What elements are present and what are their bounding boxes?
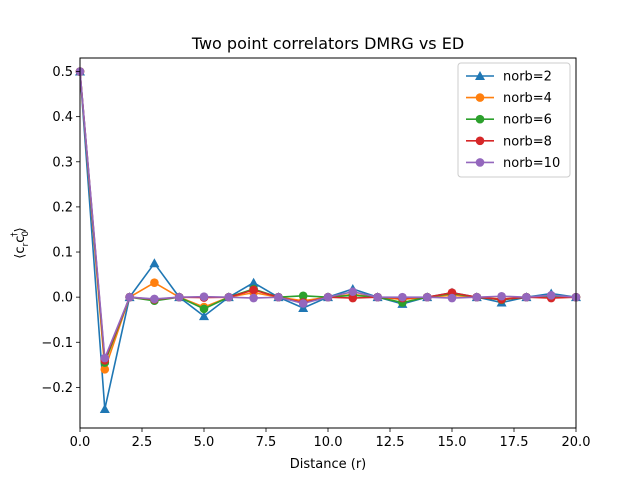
- x-tick-label: 15.0: [438, 435, 467, 450]
- series-layer: [75, 66, 581, 414]
- legend-marker: [475, 114, 485, 124]
- data-point: [398, 292, 407, 302]
- y-axis-ticks: −0.2 −0.1 0.0 0.1 0.2 0.3 0.4 0.5: [41, 65, 80, 396]
- y-tick-label: 0.2: [52, 200, 73, 215]
- y-tick-label: −0.2: [41, 381, 73, 396]
- data-point: [274, 292, 283, 302]
- legend-marker: [475, 71, 485, 80]
- legend-label: norb=10: [503, 156, 560, 171]
- legend-entry: norb=4: [466, 91, 552, 106]
- data-point: [150, 294, 159, 304]
- x-axis-ticks: 0.0 2.5 5.0 7.5 10.0 12.5 15.0 17.5 20.0: [70, 428, 591, 450]
- legend-label: norb=4: [503, 91, 552, 106]
- legend-marker: [475, 136, 485, 146]
- data-point: [348, 287, 358, 297]
- data-point: [472, 292, 482, 302]
- legend-entry: norb=2: [466, 70, 552, 85]
- y-tick-label: 0.0: [52, 291, 73, 306]
- data-point: [447, 293, 457, 303]
- legend-label: norb=6: [503, 113, 552, 128]
- x-tick-label: 0.0: [70, 435, 91, 450]
- legend-label: norb=8: [503, 134, 552, 149]
- y-tick-label: 0.3: [52, 155, 73, 170]
- data-point: [497, 291, 506, 301]
- data-point: [248, 277, 259, 287]
- legend-marker: [475, 158, 485, 167]
- data-point: [199, 304, 209, 314]
- data-point: [323, 292, 333, 302]
- x-tick-label: 20.0: [562, 435, 591, 450]
- x-tick-label: 12.5: [376, 435, 405, 450]
- legend-label: norb=2: [503, 70, 552, 85]
- y-tick-label: 0.5: [52, 65, 73, 80]
- data-point: [174, 292, 184, 302]
- y-tick-label: −0.1: [41, 336, 73, 351]
- data-point: [522, 292, 531, 302]
- data-point: [249, 293, 258, 303]
- x-tick-label: 7.5: [256, 435, 277, 450]
- data-point: [100, 353, 110, 363]
- data-point: [422, 292, 432, 302]
- data-point: [99, 404, 110, 414]
- data-point: [199, 292, 209, 301]
- data-point: [348, 293, 358, 303]
- legend-entry: norb=6: [466, 113, 552, 128]
- data-point: [149, 258, 160, 268]
- legend-marker: [475, 93, 485, 102]
- y-axis-label: ⟨crc0†⟩: [10, 227, 31, 258]
- legend-entry: norb=8: [466, 134, 552, 149]
- data-point: [298, 291, 308, 301]
- data-point: [224, 292, 234, 302]
- data-point: [125, 292, 134, 302]
- data-point: [249, 285, 258, 295]
- legend-entry: norb=10: [466, 156, 560, 171]
- x-axis-label: Distance (r): [290, 457, 366, 472]
- legend: norb=2 norb=4 norb=6 norb=8 norb=10: [457, 62, 571, 178]
- x-tick-label: 17.5: [500, 435, 529, 450]
- data-point: [150, 278, 159, 288]
- data-point: [100, 365, 110, 374]
- legend-box: [457, 62, 571, 178]
- data-point: [546, 291, 556, 300]
- x-tick-label: 5.0: [194, 435, 215, 450]
- data-point: [373, 292, 382, 302]
- data-point: [298, 299, 308, 308]
- series-norb=10: [75, 67, 581, 363]
- y-tick-label: 0.1: [52, 246, 73, 261]
- y-tick-label: 0.4: [52, 110, 73, 125]
- x-tick-label: 10.0: [314, 435, 343, 450]
- x-tick-label: 2.5: [132, 435, 153, 450]
- data-point: [199, 311, 209, 321]
- chart-title: Two point correlators DMRG vs ED: [191, 34, 464, 53]
